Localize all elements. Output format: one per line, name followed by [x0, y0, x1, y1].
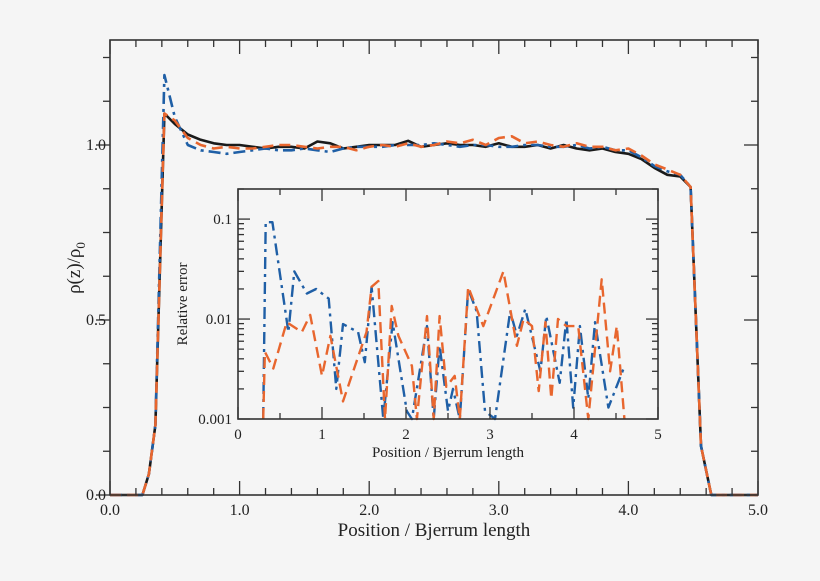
inset-x-axis-label: Position / Bjerrum length — [372, 445, 525, 461]
main-y-tick-label: 1.0 — [86, 137, 106, 154]
inset-plot-area — [238, 189, 658, 419]
main-y-tick-label: 0.5 — [86, 312, 106, 329]
inset-x-tick-label: 4 — [570, 427, 578, 443]
inset-x-tick-label: 3 — [486, 427, 494, 443]
main-x-tick-label: 3.0 — [489, 502, 509, 519]
main-x-tick-label: 5.0 — [748, 502, 768, 519]
inset-y-tick-label: 0.01 — [206, 312, 232, 328]
main-x-axis-label: Position / Bjerrum length — [338, 520, 531, 541]
main-series-dashdot-line — [110, 73, 758, 497]
main-x-tick-label: 1.0 — [230, 502, 250, 519]
main-x-tick-label: 0.0 — [100, 502, 120, 519]
main-x-tick-label: 2.0 — [359, 502, 379, 519]
inset-y-tick-label: 0.1 — [213, 212, 232, 228]
inset-x-tick-label: 0 — [234, 427, 242, 443]
inset-x-tick-label: 1 — [318, 427, 326, 443]
main-frame — [109, 39, 759, 496]
inset-series-dashdot-line — [262, 220, 625, 421]
inset-x-tick-label: 5 — [654, 427, 662, 443]
main-x-tick-label: 4.0 — [618, 502, 638, 519]
inset-y-axis-label: Relative error — [175, 263, 191, 346]
main-series-dashed-line — [110, 112, 758, 497]
main-y-axis-label: ρ(z)/ρ0 — [64, 242, 88, 294]
inset-y-tick-label: 0.001 — [198, 412, 232, 428]
inset-x-tick-label: 2 — [402, 427, 410, 443]
main-y-tick-label: 0.0 — [86, 487, 106, 504]
inset-series-dashed-line — [262, 270, 626, 421]
